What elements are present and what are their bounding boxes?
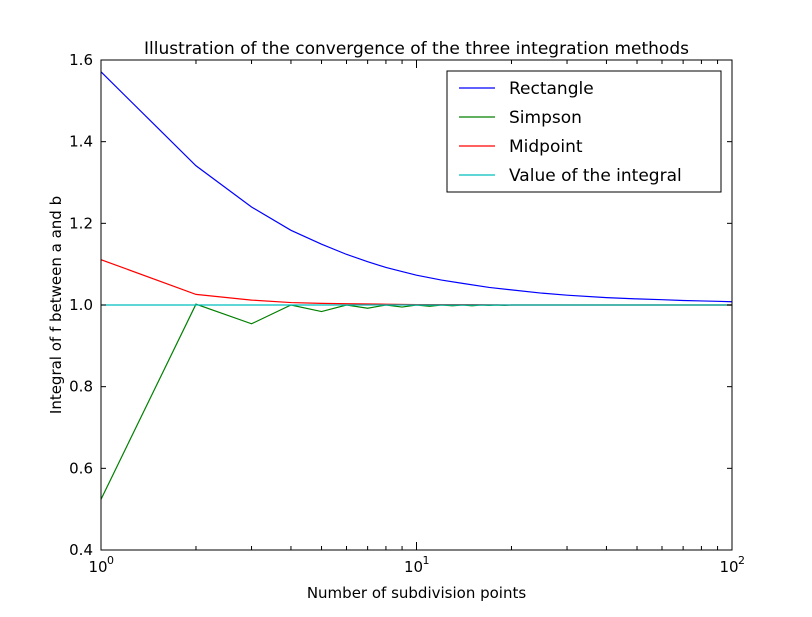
y-tick-label-3: 1.0 bbox=[69, 296, 93, 314]
legend-label-0: Rectangle bbox=[509, 79, 594, 99]
y-tick-label-2: 0.8 bbox=[69, 378, 93, 396]
series-line-0 bbox=[101, 71, 732, 303]
legend-label-3: Value of the integral bbox=[509, 166, 682, 186]
x-tick-label-0: 10 bbox=[88, 558, 107, 576]
series-line-1 bbox=[101, 303, 732, 500]
y-axis-label: Integral of f between a and b bbox=[47, 196, 65, 414]
y-tick-label-0: 0.4 bbox=[69, 541, 93, 559]
legend-label-2: Midpoint bbox=[509, 137, 583, 157]
y-tick-label-5: 1.4 bbox=[69, 133, 93, 151]
chart-title: Illustration of the convergence of the t… bbox=[144, 39, 689, 59]
y-tick-label-4: 1.2 bbox=[69, 214, 93, 232]
x-tick-exponent-1: 1 bbox=[423, 554, 430, 567]
legend-box bbox=[446, 70, 722, 193]
y-tick-label-6: 1.6 bbox=[69, 51, 93, 69]
x-tick-label-2: 10 bbox=[719, 558, 738, 576]
legend-items: Rectangle Simpson Midpoint Value of the int… bbox=[459, 79, 682, 186]
x-axis: 10 0 10 1 10 2 bbox=[88, 60, 745, 576]
y-axis: 0.4 0.6 0.8 1.0 1.2 1.4 1.6 bbox=[69, 51, 732, 559]
series-layer bbox=[101, 71, 732, 500]
series-line-2 bbox=[101, 259, 732, 306]
y-tick-label-1: 0.6 bbox=[69, 459, 93, 477]
x-tick-exponent-0: 0 bbox=[107, 554, 114, 567]
legend: Rectangle Simpson Midpoint Value of the int… bbox=[446, 70, 722, 193]
x-axis-label: Number of subdivision points bbox=[307, 584, 527, 602]
x-tick-label-1: 10 bbox=[404, 558, 423, 576]
legend-label-1: Simpson bbox=[509, 108, 582, 128]
x-tick-exponent-2: 2 bbox=[738, 554, 745, 567]
